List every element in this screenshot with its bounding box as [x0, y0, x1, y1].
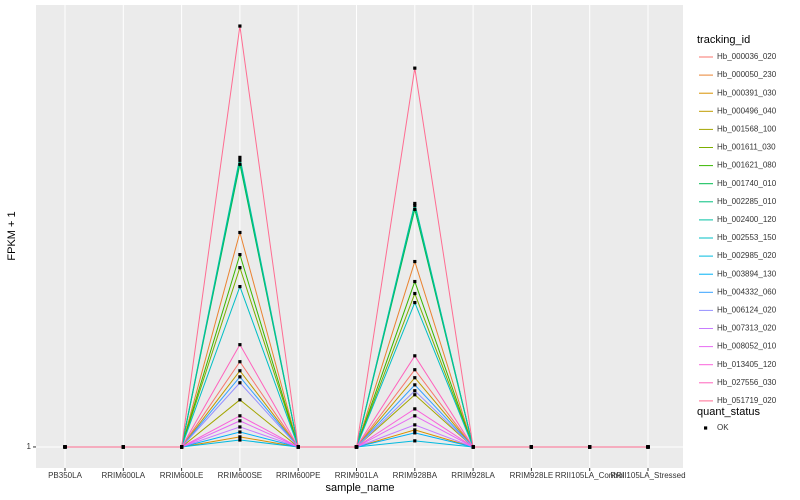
point: [238, 435, 242, 439]
legend-label: Hb_004332_060: [717, 287, 777, 296]
point: [413, 407, 417, 411]
legend-label: Hb_002553_150: [717, 233, 777, 242]
point: [413, 203, 417, 207]
x-tick-label: RRIM928BA: [393, 471, 438, 480]
x-tick-label: RRIM600LE: [160, 471, 204, 480]
point: [238, 230, 242, 235]
point: [413, 259, 417, 264]
legend-label: Hb_002400_120: [717, 215, 777, 224]
point: [413, 376, 417, 380]
point: [529, 445, 533, 449]
legend-label: Hb_000036_020: [717, 52, 777, 61]
legend-label: Hb_000050_230: [717, 70, 777, 79]
x-tick-label: RRIM928LE: [510, 471, 554, 480]
legend-label: Hb_013405_120: [717, 360, 777, 369]
point: [238, 398, 242, 402]
point: [413, 431, 417, 435]
shape-legend-title: quant_status: [697, 406, 760, 418]
y-axis-title: FPKM + 1: [6, 211, 18, 260]
legend-label: Hb_000496_040: [717, 106, 777, 115]
point: [413, 66, 417, 70]
legend-key-shape: [704, 426, 708, 430]
point: [413, 291, 417, 296]
point: [413, 423, 417, 427]
point: [238, 158, 242, 162]
point: [238, 369, 242, 373]
point: [238, 266, 242, 270]
legend-label: Hb_027556_030: [717, 378, 777, 387]
x-tick-label: RRII105LA_Control: [555, 471, 625, 480]
legend-label: Hb_006124_020: [717, 306, 777, 315]
point: [413, 368, 417, 372]
x-tick-label: RRIM901LA: [335, 471, 379, 480]
point: [238, 155, 242, 159]
point: [413, 428, 417, 432]
legend-label: Hb_001740_010: [717, 179, 777, 188]
y-tick-label: 1: [27, 442, 32, 451]
point: [238, 425, 242, 429]
point: [180, 445, 184, 449]
point: [238, 438, 242, 442]
point: [413, 201, 417, 206]
x-axis-title: sample_name: [325, 482, 394, 494]
x-tick-label: RRIM928LA: [451, 471, 495, 480]
point: [238, 414, 242, 418]
point: [413, 414, 417, 418]
point: [238, 360, 242, 364]
point: [238, 284, 242, 289]
x-tick-label: RRIM600LA: [102, 471, 146, 480]
legend-label: Hb_002985_020: [717, 251, 777, 260]
x-tick-label: RRIM600PE: [276, 471, 320, 480]
legend-label: Hb_001621_080: [717, 161, 777, 170]
panel: [36, 5, 683, 468]
legend-label: Hb_001611_030: [717, 143, 776, 152]
point: [63, 445, 67, 449]
point: [413, 354, 417, 358]
point: [238, 381, 242, 385]
shape-legend-label: OK: [717, 423, 729, 432]
legend-label: Hb_001568_100: [717, 125, 777, 134]
point: [413, 207, 417, 211]
point: [646, 445, 650, 449]
point: [413, 389, 417, 393]
point: [413, 393, 417, 397]
point: [354, 445, 359, 449]
x-tick-label: PB350LA: [48, 471, 82, 480]
point: [471, 445, 475, 449]
point: [238, 419, 242, 423]
point: [238, 252, 242, 257]
legend-label: Hb_051719_020: [717, 396, 777, 405]
point: [238, 24, 242, 28]
x-tick-label: RRIM600SE: [218, 471, 262, 480]
point: [238, 430, 242, 434]
point: [121, 445, 125, 449]
point: [413, 439, 417, 443]
legend-title: tracking_id: [697, 34, 750, 46]
point: [588, 445, 592, 449]
legend-label: Hb_008052_010: [717, 342, 777, 351]
legend-label: Hb_003894_130: [717, 269, 777, 278]
legend-label: Hb_007313_020: [717, 324, 777, 333]
point: [413, 279, 417, 284]
point: [238, 162, 242, 166]
point: [238, 343, 242, 347]
point: [413, 300, 417, 305]
point: [413, 383, 417, 387]
point: [238, 375, 242, 379]
x-tick-label: RRII105LA_Stressed: [610, 471, 685, 480]
point: [296, 445, 300, 449]
legend-label: Hb_000391_030: [717, 88, 777, 97]
legend-label: Hb_002285_010: [717, 197, 777, 206]
